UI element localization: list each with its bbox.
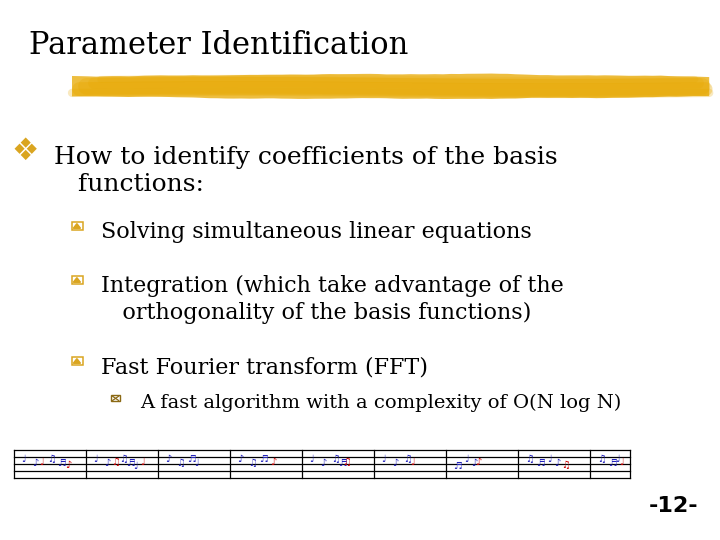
Text: ♬: ♬ xyxy=(58,458,66,468)
Text: ♩: ♩ xyxy=(616,454,620,464)
Bar xyxy=(72,357,83,365)
Text: ♩: ♩ xyxy=(94,454,98,464)
Text: ♫: ♫ xyxy=(598,454,606,464)
Text: ♩: ♩ xyxy=(547,454,552,464)
Text: A fast algorithm with a complexity of O(N log N): A fast algorithm with a complexity of O(… xyxy=(140,394,621,413)
Text: ♬: ♬ xyxy=(608,458,617,468)
Text: ♩: ♩ xyxy=(133,461,138,471)
Text: ♫: ♫ xyxy=(342,456,351,467)
Text: ♪: ♪ xyxy=(65,460,71,470)
Text: ♩: ♩ xyxy=(40,456,44,467)
Text: ♩: ♩ xyxy=(194,458,199,468)
Text: ♩: ♩ xyxy=(22,454,26,464)
Text: ♫: ♫ xyxy=(112,456,120,467)
Text: Fast Fourier transform (FFT): Fast Fourier transform (FFT) xyxy=(101,356,428,379)
Text: Integration (which take advantage of the
   orthogonality of the basis functions: Integration (which take advantage of the… xyxy=(101,275,564,324)
Text: ♬: ♬ xyxy=(126,458,135,468)
Text: ♪: ♪ xyxy=(392,458,399,468)
Text: ♪: ♪ xyxy=(475,456,482,467)
Polygon shape xyxy=(73,224,81,228)
Text: ♪: ♪ xyxy=(104,458,111,468)
Text: ♪: ♪ xyxy=(238,454,244,464)
Text: ♩: ♩ xyxy=(310,454,314,464)
Text: ♩: ♩ xyxy=(382,454,386,464)
Bar xyxy=(112,395,120,401)
Text: ♩: ♩ xyxy=(140,456,145,467)
Text: ♩: ♩ xyxy=(464,454,469,464)
Polygon shape xyxy=(73,278,81,282)
Text: ❖: ❖ xyxy=(12,137,39,166)
Text: Parameter Identification: Parameter Identification xyxy=(29,30,408,60)
Text: ♫: ♫ xyxy=(119,454,127,464)
Text: ♫: ♫ xyxy=(176,458,185,468)
Text: ♬: ♬ xyxy=(259,454,268,464)
Text: ♫: ♫ xyxy=(331,454,340,464)
Text: -12-: -12- xyxy=(649,496,698,516)
Text: ♬: ♬ xyxy=(187,454,196,464)
Text: ♬: ♬ xyxy=(536,458,545,468)
Bar xyxy=(72,276,83,284)
Text: ♪: ♪ xyxy=(472,458,478,468)
Text: ♪: ♪ xyxy=(554,458,561,468)
Text: ♫: ♫ xyxy=(248,458,257,468)
Text: ♪: ♪ xyxy=(320,458,327,468)
Text: ♪: ♪ xyxy=(166,454,172,464)
Text: ♩: ♩ xyxy=(410,456,415,467)
Text: ♩: ♩ xyxy=(619,456,624,467)
Text: ♫: ♫ xyxy=(403,454,412,464)
Text: ♬: ♬ xyxy=(454,461,462,471)
Bar xyxy=(72,222,83,230)
Polygon shape xyxy=(73,359,81,363)
Text: ♪: ♪ xyxy=(270,456,276,467)
Text: How to identify coefficients of the basis
   functions:: How to identify coefficients of the basi… xyxy=(54,146,557,197)
Text: Solving simultaneous linear equations: Solving simultaneous linear equations xyxy=(101,221,531,244)
Text: ♫: ♫ xyxy=(562,460,570,470)
Text: ♪: ♪ xyxy=(32,458,39,468)
Polygon shape xyxy=(72,73,709,99)
Text: ♫: ♫ xyxy=(47,454,55,464)
Text: ♬: ♬ xyxy=(338,458,347,468)
Text: ♫: ♫ xyxy=(526,454,534,464)
